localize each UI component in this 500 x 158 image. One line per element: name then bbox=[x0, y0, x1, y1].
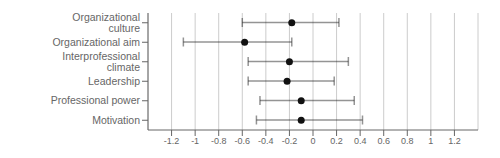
svg-text:Professional power: Professional power bbox=[51, 94, 141, 106]
svg-text:Organizationalculture: Organizationalculture bbox=[72, 11, 140, 34]
svg-text:-0.4: -0.4 bbox=[258, 136, 274, 146]
svg-text:-0.8: -0.8 bbox=[211, 136, 227, 146]
svg-text:-1.2: -1.2 bbox=[164, 136, 180, 146]
svg-text:-1: -1 bbox=[191, 136, 199, 146]
svg-text:Motivation: Motivation bbox=[92, 114, 140, 126]
svg-text:1: 1 bbox=[428, 136, 433, 146]
svg-text:Interprofessionalclimate: Interprofessionalclimate bbox=[62, 50, 140, 73]
svg-text:-0.2: -0.2 bbox=[282, 136, 298, 146]
svg-text:-0.6: -0.6 bbox=[235, 136, 251, 146]
svg-text:Leadership: Leadership bbox=[88, 75, 140, 87]
svg-text:0.8: 0.8 bbox=[401, 136, 414, 146]
svg-text:0: 0 bbox=[310, 136, 315, 146]
svg-text:Organizational aim: Organizational aim bbox=[52, 36, 140, 48]
svg-text:0.4: 0.4 bbox=[354, 136, 367, 146]
svg-text:0.2: 0.2 bbox=[330, 136, 343, 146]
svg-text:0.6: 0.6 bbox=[377, 136, 390, 146]
svg-text:1.2: 1.2 bbox=[448, 136, 461, 146]
